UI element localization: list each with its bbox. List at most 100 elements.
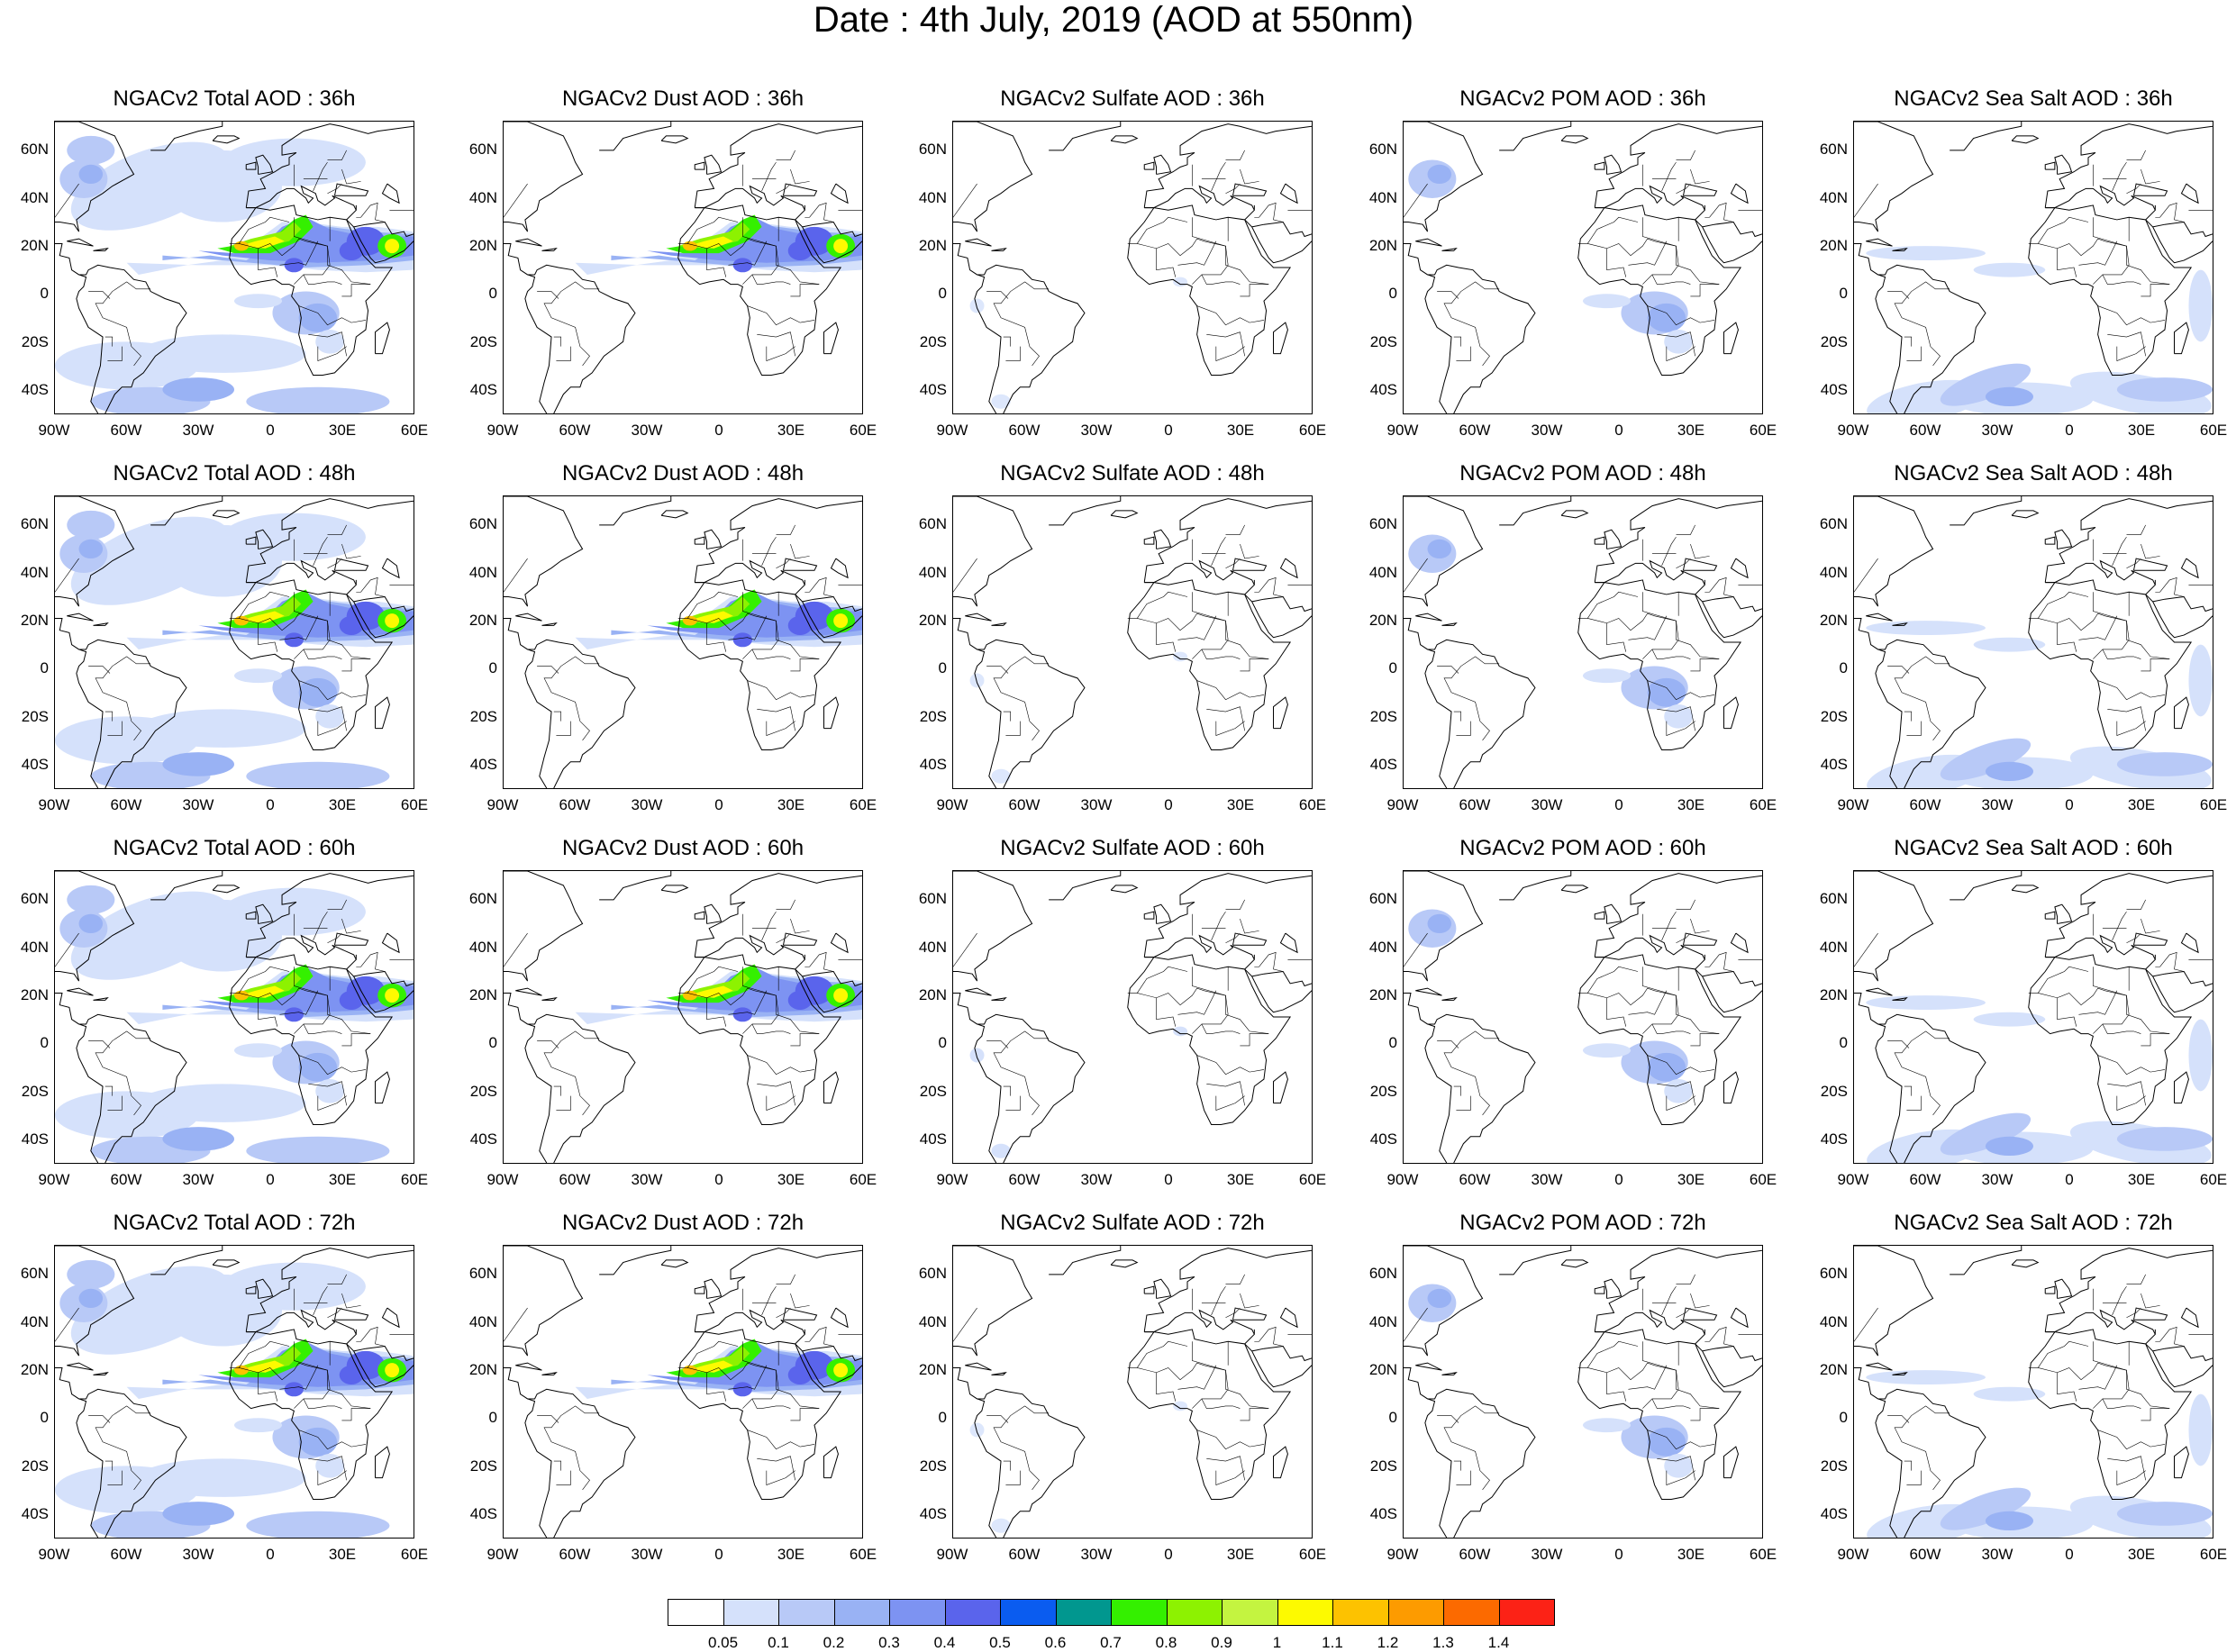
country-border xyxy=(1854,1307,1878,1342)
country-border xyxy=(537,1415,559,1423)
country-border xyxy=(1475,1030,1500,1039)
aod-contour xyxy=(234,1365,249,1375)
lat-tick-label: 60N xyxy=(1819,890,1848,908)
country-border xyxy=(1690,918,1710,934)
lat-tick-label: 40S xyxy=(919,756,947,774)
lat-tick-label: 20S xyxy=(1369,1082,1397,1100)
coastline xyxy=(1251,1345,1312,1362)
lat-tick-label: 60N xyxy=(1819,1265,1848,1283)
aod-contour xyxy=(1866,621,1986,636)
lat-tick-label: 40S xyxy=(1820,1130,1848,1148)
country-border xyxy=(1676,1307,1691,1318)
country-border xyxy=(313,536,328,567)
lon-tick-label: 30E xyxy=(1226,422,1255,439)
country-border xyxy=(1642,1341,1677,1371)
aod-contour xyxy=(787,241,813,261)
coastline xyxy=(2174,696,2189,730)
aod-contour xyxy=(229,1346,302,1373)
coastline xyxy=(1594,161,1605,170)
country-border xyxy=(279,1365,319,1390)
coastline xyxy=(1143,123,1312,208)
aod-contour xyxy=(162,1127,234,1151)
aod-contour xyxy=(969,1048,985,1063)
colorbar-swatch xyxy=(723,1599,779,1626)
lat-tick-label: 40S xyxy=(919,381,947,399)
coastline xyxy=(802,595,862,613)
coastline xyxy=(255,1329,357,1345)
lat-tick-label: 20N xyxy=(918,1360,947,1378)
coastline xyxy=(1875,274,1903,413)
country-border xyxy=(728,1365,768,1390)
country-border xyxy=(1254,951,1284,972)
country-border xyxy=(766,1470,795,1485)
lat-tick-label: 0 xyxy=(488,285,497,303)
aod-contour xyxy=(1427,913,1452,934)
coastline xyxy=(694,1285,705,1294)
lat-tick-label: 40N xyxy=(918,1312,947,1330)
country-border xyxy=(356,576,386,597)
aod-contour xyxy=(315,1454,345,1478)
coastline xyxy=(255,579,357,595)
coastline xyxy=(802,1345,862,1362)
map-svg xyxy=(55,496,414,788)
coastline xyxy=(1854,871,1934,982)
coastline xyxy=(229,207,394,376)
lat-tick-label: 0 xyxy=(1388,285,1397,303)
lon-tick-label: 0 xyxy=(1614,796,1623,813)
coastline xyxy=(1415,613,1442,622)
lon-tick-label: 60E xyxy=(849,422,877,439)
aod-contour xyxy=(284,258,304,273)
colorbar-swatch xyxy=(833,1599,890,1626)
lon-tick-label: 0 xyxy=(266,422,275,439)
panel-title: NGACv2 Dust AOD : 72h xyxy=(561,1211,804,1235)
coastline xyxy=(1577,207,1742,376)
aod-contour xyxy=(732,258,752,273)
coastline xyxy=(55,496,135,607)
country-border xyxy=(105,1085,113,1096)
country-border xyxy=(1024,1405,1050,1414)
country-border xyxy=(1887,1040,1910,1048)
aod-contour xyxy=(229,971,302,998)
country-border xyxy=(95,1030,141,1116)
country-border xyxy=(1606,248,1627,277)
country-border xyxy=(804,576,834,597)
country-border xyxy=(341,1408,371,1421)
country-border xyxy=(1127,216,1188,244)
colorbar-level-label: 1.1 xyxy=(1322,1634,1343,1651)
country-border xyxy=(742,1341,777,1371)
country-border xyxy=(2141,1408,2170,1421)
country-border xyxy=(757,331,795,357)
country-border xyxy=(2112,536,2127,567)
country-border xyxy=(317,1095,347,1111)
map-svg xyxy=(55,1246,414,1538)
coastline xyxy=(1049,496,1122,526)
country-border xyxy=(1661,536,1677,567)
country-border xyxy=(1240,918,1259,934)
country-border xyxy=(327,899,347,910)
coastline xyxy=(1153,579,1255,595)
country-border xyxy=(1676,932,1691,943)
country-border xyxy=(298,305,367,326)
coastline xyxy=(1604,1278,1623,1299)
coastlines xyxy=(1404,1246,1762,1538)
lon-tick-label: 30W xyxy=(631,1171,663,1188)
country-border xyxy=(575,1405,600,1414)
aod-contour xyxy=(687,236,733,249)
lat-tick-label: 40S xyxy=(21,381,49,399)
lat-tick-label: 60N xyxy=(468,890,497,908)
country-border xyxy=(1651,1023,1691,1034)
country-border xyxy=(327,183,342,194)
country-border xyxy=(1437,1415,1459,1423)
lat-tick-label: 20S xyxy=(21,707,49,725)
country-border xyxy=(1137,987,1229,1034)
country-border xyxy=(986,1415,1009,1423)
aod-contour xyxy=(234,1418,283,1433)
coastline xyxy=(2045,185,2156,211)
lon-tick-label: 90W xyxy=(38,422,70,439)
aod-contour xyxy=(78,913,104,934)
country-border xyxy=(537,1040,559,1048)
coastline xyxy=(67,613,94,622)
country-border xyxy=(2126,246,2170,285)
country-border xyxy=(2126,899,2146,910)
coastline xyxy=(1723,322,1739,355)
